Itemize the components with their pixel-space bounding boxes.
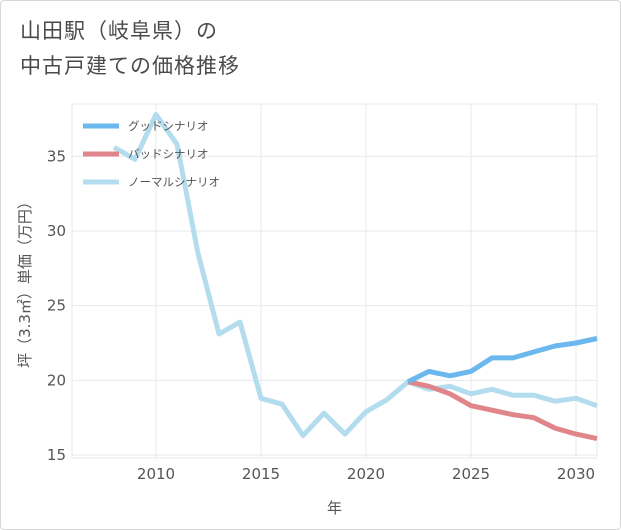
y-tick-label: 35 xyxy=(47,147,66,165)
legend-label-normal: ノーマルシナリオ xyxy=(128,175,220,189)
y-tick-label: 25 xyxy=(47,297,66,315)
y-tick-label: 30 xyxy=(47,222,66,240)
chart-title-line-1: 山田駅（岐阜県）の xyxy=(20,19,218,43)
x-axis-title: 年 xyxy=(327,499,342,517)
series-line-bad xyxy=(407,379,598,442)
x-tick-label: 2020 xyxy=(347,465,385,483)
x-tick-label: 2015 xyxy=(242,465,280,483)
x-axis-ticks: 2010 2015 2020 2025 2030 xyxy=(137,465,595,483)
legend-label-bad: バッドシナリオ xyxy=(128,147,209,161)
plot-area xyxy=(71,103,598,459)
x-tick-label: 2010 xyxy=(137,465,175,483)
x-tick-label: 2025 xyxy=(452,465,490,483)
chart-title: 山田駅（岐阜県）の 中古戸建ての価格推移 xyxy=(20,14,240,84)
series-line-good xyxy=(406,336,598,385)
x-tick-label: 2030 xyxy=(557,465,595,483)
y-axis-title: 坪（3.3㎡）単価（万円） xyxy=(16,194,34,368)
chart-title-line-2: 中古戸建ての価格推移 xyxy=(20,54,240,78)
y-tick-label: 15 xyxy=(47,446,66,464)
series-line-normal xyxy=(112,112,598,439)
series-lines xyxy=(112,112,598,442)
legend-label-good: グッドシナリオ xyxy=(128,119,209,133)
y-tick-label: 20 xyxy=(47,371,66,389)
grid-lines xyxy=(71,103,598,459)
y-axis-ticks: 15 20 25 30 35 xyxy=(47,147,66,464)
